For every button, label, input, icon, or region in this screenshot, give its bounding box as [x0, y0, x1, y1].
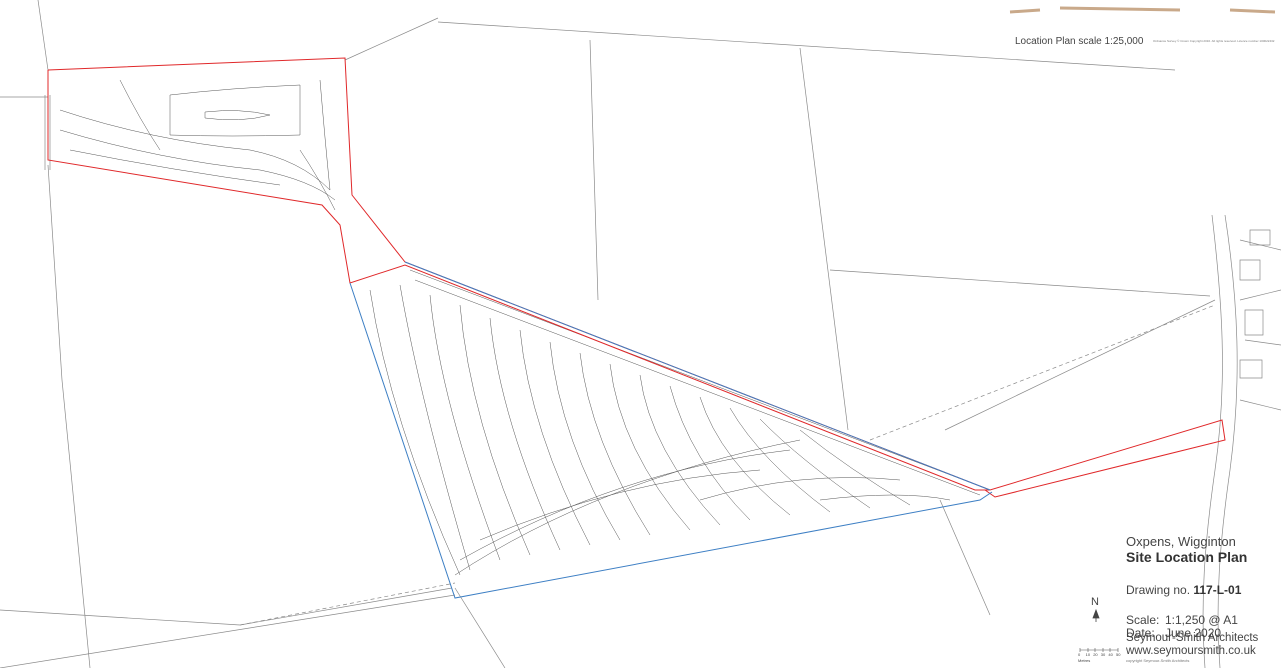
architect-name: Seymour-Smith Architects	[1126, 632, 1259, 644]
date-value: June 2020	[1165, 626, 1222, 640]
scale-label: Scale:	[1126, 613, 1160, 627]
drawing-number-label: Drawing no.	[1126, 583, 1191, 597]
north-label: N	[1091, 596, 1099, 608]
scale-bar-tick: 50	[1116, 652, 1121, 657]
architect-copyright: copyright Seymour-Smith Architects	[1126, 658, 1190, 663]
architect-website: www.seymoursmith.co.uk	[1126, 645, 1256, 657]
scale-bar	[1079, 648, 1119, 652]
scale-value: 1:1,250 @ A1	[1165, 613, 1238, 627]
drawing-title: Site Location Plan	[1126, 549, 1248, 565]
scale-bar-tick: 20	[1093, 652, 1098, 657]
project-name: Oxpens, Wigginton	[1126, 534, 1236, 549]
date-label: Date:	[1126, 626, 1155, 640]
drawing-number: Drawing no. 117-L-01	[1126, 584, 1241, 596]
scale-bar-unit: Metres	[1078, 658, 1091, 663]
site-boundary	[47, 57, 1226, 498]
contour-lines	[59, 79, 986, 576]
scale-bar-tick: 30	[1100, 652, 1106, 657]
os-copyright: Ordnance Survey © Crown Copyright 2016. …	[1153, 39, 1275, 43]
location-map-strip	[1009, 6, 1276, 14]
scale-bar-tick: 10	[1085, 652, 1091, 657]
scale-bar-tick: 40	[1108, 652, 1113, 657]
drawing-number-value: 117-L-01	[1193, 583, 1242, 597]
scale-bar-tick: 0	[1078, 652, 1081, 657]
north-arrow	[1092, 608, 1100, 622]
location-plan-scale: Location Plan scale 1:25,000	[1015, 36, 1144, 47]
ownership-boundary	[349, 261, 993, 599]
